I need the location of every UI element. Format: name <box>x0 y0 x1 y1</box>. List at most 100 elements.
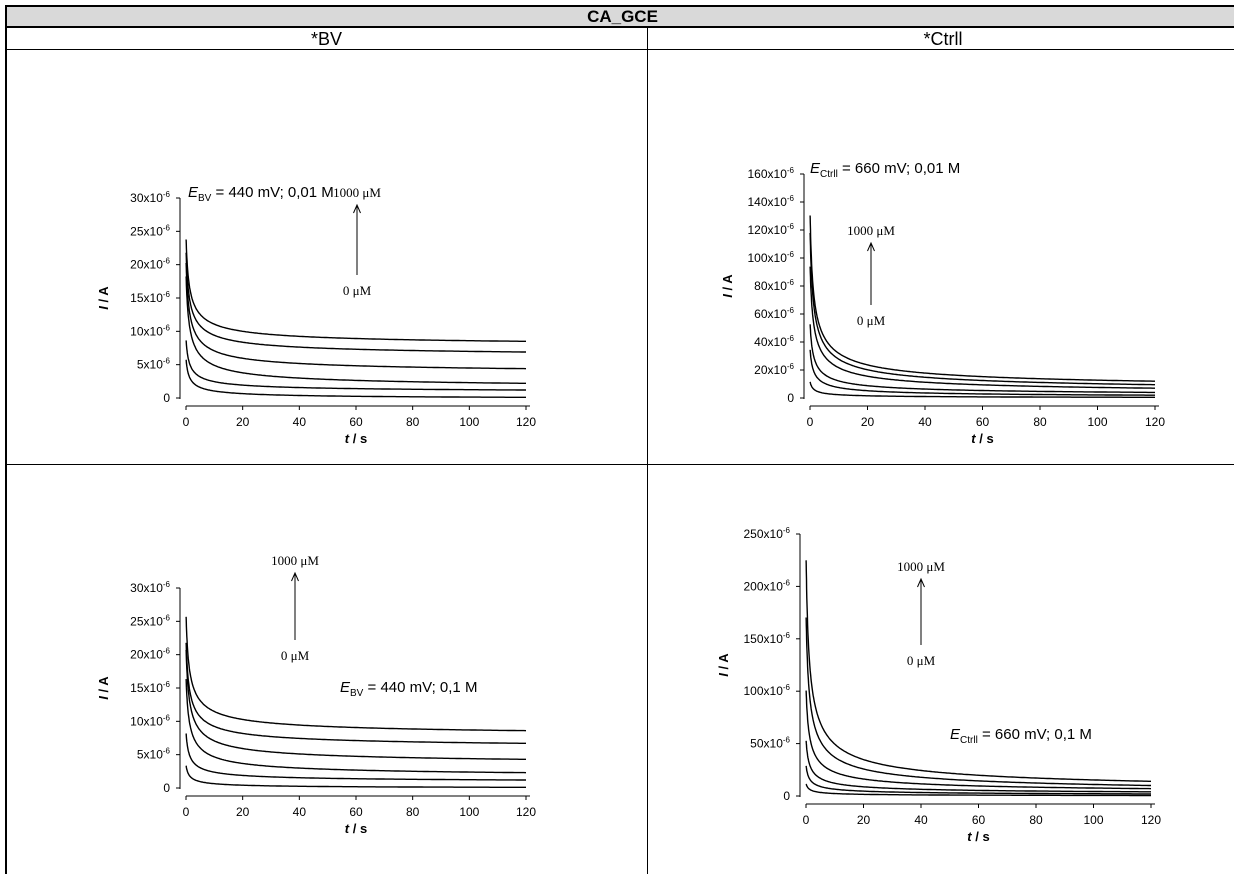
y-tick-label: 160x10-6 <box>748 166 795 181</box>
y-tick-label: 15x10-6 <box>130 680 170 695</box>
x-tick-label: 20 <box>857 813 871 827</box>
series-line <box>809 349 1155 396</box>
series-line <box>185 252 526 353</box>
y-tick-label: 100x10-6 <box>744 683 791 698</box>
y-tick-label: 150x10-6 <box>744 631 791 646</box>
arrow-head-icon <box>291 571 299 582</box>
arrow-head-icon <box>867 241 875 252</box>
series-line <box>809 232 1155 386</box>
x-tick-label: 40 <box>293 805 307 819</box>
x-tick-label: 60 <box>972 813 986 827</box>
x-tick-label: 100 <box>1083 813 1103 827</box>
series-line <box>185 765 526 788</box>
series-line <box>809 215 1155 382</box>
y-tick-label: 0 <box>787 391 794 405</box>
y-tick-label: 50x10-6 <box>750 736 790 751</box>
y-axis-label: I / A <box>720 274 735 298</box>
arrow-head-icon <box>353 203 361 214</box>
x-tick-label: 100 <box>459 805 479 819</box>
arrow-bottom-label: 0 μM <box>857 313 886 328</box>
x-tick-label: 0 <box>183 805 190 819</box>
y-tick-label: 0 <box>163 781 170 795</box>
series-line <box>805 690 1152 790</box>
x-tick-label: 80 <box>1033 415 1047 429</box>
y-tick-label: 140x10-6 <box>748 194 795 209</box>
x-tick-label: 20 <box>861 415 875 429</box>
arrow-bottom-label: 0 μM <box>281 648 310 663</box>
series-line <box>809 324 1155 394</box>
chart-ctrll-0-1M: 0 50x10-6 100x10-6 150x10-6 200x10-6 250x10-6… <box>716 526 1161 844</box>
series-line <box>185 649 526 760</box>
x-tick-label: 120 <box>1145 415 1165 429</box>
x-tick-label: 80 <box>1029 813 1043 827</box>
arrow-head-icon <box>917 577 925 588</box>
series-line <box>185 733 526 781</box>
x-tick-label: 80 <box>406 415 420 429</box>
y-tick-label: 80x10-6 <box>754 278 794 293</box>
x-tick-label: 40 <box>918 415 932 429</box>
chart-ctrll-0-01M: 0 20x10-6 40x10-6 60x10-6 80x10-6 100x10-6 120… <box>720 160 1165 446</box>
y-axis-label: I / A <box>716 653 731 677</box>
y-tick-label: 250x10-6 <box>744 526 791 541</box>
y-tick-label: 15x10-6 <box>130 290 170 305</box>
table-divider-middle <box>5 464 1234 465</box>
series-line <box>185 276 526 384</box>
y-axis-label: I / A <box>96 286 111 310</box>
y-tick-label: 60x10-6 <box>754 306 794 321</box>
annotation-label: EBV = 440 mV; 0,1 M <box>340 679 477 699</box>
arrow-top-label: 1000 μM <box>847 223 895 238</box>
y-tick-label: 10x10-6 <box>130 323 170 338</box>
x-tick-label: 120 <box>516 415 536 429</box>
x-tick-label: 80 <box>406 805 420 819</box>
annotation-label: EBV = 440 mV; 0,01 M <box>188 184 334 204</box>
x-tick-label: 60 <box>976 415 990 429</box>
y-tick-label: 30x10-6 <box>130 580 170 595</box>
y-tick-label: 5x10-6 <box>137 747 171 762</box>
table-border-left <box>5 26 7 874</box>
series-line <box>185 679 527 774</box>
x-tick-label: 120 <box>1141 813 1161 827</box>
chart-bv-0-1M: 0 5x10-6 10x10-6 15x10-6 20x10-6 25x10-6 30x10… <box>96 553 536 836</box>
arrow-bottom-label: 0 μM <box>343 283 372 298</box>
x-axis-label: t / s <box>345 431 367 446</box>
x-tick-label: 0 <box>803 813 810 827</box>
y-tick-label: 5x10-6 <box>137 357 171 372</box>
y-tick-label: 120x10-6 <box>748 222 795 237</box>
arrow-top-label: 1000 μM <box>333 185 381 200</box>
series-line <box>809 381 1155 398</box>
arrow-top-label: 1000 μM <box>897 559 945 574</box>
x-tick-label: 40 <box>914 813 928 827</box>
column-header-ctrll: *Ctrll <box>923 29 963 49</box>
y-tick-label: 100x10-6 <box>748 250 795 265</box>
y-tick-label: 20x10-6 <box>130 647 170 662</box>
series-line <box>185 239 526 342</box>
x-tick-label: 20 <box>236 415 250 429</box>
annotation-label: ECtrll = 660 mV; 0,1 M <box>950 726 1092 746</box>
x-tick-label: 100 <box>459 415 479 429</box>
y-tick-label: 25x10-6 <box>130 223 170 238</box>
table-divider-header <box>5 49 1234 50</box>
x-axis-label: t / s <box>967 829 989 844</box>
x-tick-label: 0 <box>183 415 190 429</box>
series-line <box>805 740 1151 793</box>
y-tick-label: 40x10-6 <box>754 334 794 349</box>
y-tick-label: 20x10-6 <box>130 257 170 272</box>
y-tick-label: 30x10-6 <box>130 190 170 205</box>
series-line <box>805 783 1151 797</box>
x-tick-label: 60 <box>349 805 363 819</box>
y-tick-label: 10x10-6 <box>130 713 170 728</box>
series-line <box>805 765 1151 795</box>
series-line <box>809 266 1155 389</box>
x-tick-label: 0 <box>807 415 814 429</box>
y-tick-label: 25x10-6 <box>130 613 170 628</box>
series-line <box>185 262 527 370</box>
arrow-top-label: 1000 μM <box>271 553 319 568</box>
y-tick-label: 0 <box>783 789 790 803</box>
x-tick-label: 100 <box>1087 415 1107 429</box>
annotation-label: ECtrll = 660 mV; 0,01 M <box>810 160 960 180</box>
x-axis-label: t / s <box>971 431 993 446</box>
table-title: CA_GCE <box>5 5 1234 28</box>
arrow-bottom-label: 0 μM <box>907 653 936 668</box>
series-line <box>185 616 527 732</box>
